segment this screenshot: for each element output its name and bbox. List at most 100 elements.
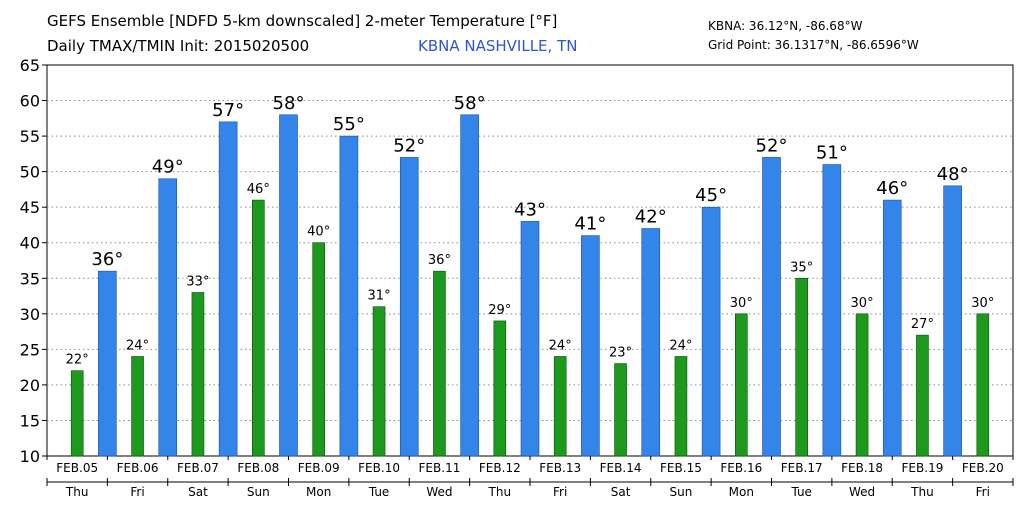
y-tick-label: 45 xyxy=(20,198,40,217)
x-weekday-label: Thu xyxy=(65,485,89,499)
x-weekday-label: Fri xyxy=(130,485,144,499)
x-date-label: FEB.14 xyxy=(600,461,642,475)
x-date-label: FEB.12 xyxy=(479,461,521,475)
tmin-value-label: 24° xyxy=(126,338,149,353)
x-weekday-label: Tue xyxy=(790,485,812,499)
tmin-bar xyxy=(191,292,205,457)
x-date-label: FEB.08 xyxy=(237,461,279,475)
x-date-label: FEB.05 xyxy=(56,461,98,475)
tmin-bar xyxy=(433,270,446,457)
tmax-bar xyxy=(701,206,721,457)
tmin-bar xyxy=(312,242,325,457)
tmin-value-label: 46° xyxy=(247,182,270,197)
tmin-bar xyxy=(553,356,567,457)
tmax-bar xyxy=(520,221,540,457)
tmax-bar xyxy=(98,270,117,457)
tmax-value-label: 52° xyxy=(393,135,425,156)
grid-point-coordinates: Grid Point: 36.1317°N, -86.6596°W xyxy=(708,38,919,52)
tmax-value-label: 55° xyxy=(333,114,365,135)
tmin-value-label: 29° xyxy=(488,303,511,318)
y-tick-label: 20 xyxy=(20,376,40,395)
tmin-value-label: 23° xyxy=(609,346,632,361)
tmax-bar xyxy=(158,178,178,457)
tmin-value-label: 30° xyxy=(851,296,874,311)
tmax-value-label: 43° xyxy=(514,199,546,220)
tmin-bar xyxy=(493,320,507,457)
tmin-bar xyxy=(976,313,990,457)
x-weekday-label: Thu xyxy=(910,485,934,499)
y-tick-label: 10 xyxy=(20,447,40,466)
tmin-value-label: 30° xyxy=(730,296,753,311)
x-weekday-label: Thu xyxy=(488,485,512,499)
tmax-value-label: 42° xyxy=(635,207,667,228)
y-tick-label: 60 xyxy=(20,92,40,111)
station-coordinates: KBNA: 36.12°N, -86.68°W xyxy=(708,19,863,33)
x-weekday-label: Mon xyxy=(729,485,754,499)
tmax-value-label: 52° xyxy=(756,135,788,156)
tmin-value-label: 24° xyxy=(669,338,692,353)
tmax-bar xyxy=(943,185,962,457)
x-weekday-label: Wed xyxy=(426,485,452,499)
tmin-value-label: 35° xyxy=(790,260,813,275)
tmin-value-label: 40° xyxy=(307,225,330,240)
x-date-label: FEB.15 xyxy=(660,461,702,475)
chart-subtitle: Daily TMAX/TMIN Init: 2015020500 xyxy=(47,37,310,55)
tmin-bar xyxy=(674,356,688,457)
tmin-bar xyxy=(252,199,265,457)
tmin-bar xyxy=(916,334,929,457)
tmin-value-label: 27° xyxy=(911,317,934,332)
y-tick-label: 50 xyxy=(20,163,40,182)
chart-title: GEFS Ensemble [NDFD 5-km downscaled] 2-m… xyxy=(47,12,558,30)
x-weekday-label: Sun xyxy=(247,485,270,499)
tmax-bar xyxy=(641,228,661,457)
tmax-value-label: 36° xyxy=(91,249,123,270)
tmin-bar xyxy=(614,363,627,457)
x-weekday-label: Fri xyxy=(976,485,990,499)
x-weekday-label: Sun xyxy=(670,485,693,499)
tmin-bar xyxy=(855,313,869,457)
x-date-label: FEB.10 xyxy=(358,461,400,475)
x-date-label: FEB.13 xyxy=(539,461,581,475)
tmax-bar xyxy=(339,135,359,457)
x-date-label: FEB.20 xyxy=(962,461,1004,475)
y-tick-label: 25 xyxy=(20,340,40,359)
tmax-bar xyxy=(218,121,238,457)
tmin-value-label: 31° xyxy=(368,289,391,304)
tmin-bar xyxy=(735,313,748,457)
tmin-bar xyxy=(131,356,144,457)
x-weekday-label: Fri xyxy=(553,485,567,499)
x-weekday-label: Sat xyxy=(611,485,631,499)
x-date-label: FEB.09 xyxy=(298,461,340,475)
x-date-label: FEB.11 xyxy=(419,461,461,475)
tmin-value-label: 33° xyxy=(186,274,209,289)
y-tick-label: 15 xyxy=(20,411,40,430)
station-name: KBNA NASHVILLE, TN xyxy=(418,37,578,55)
tmax-bar xyxy=(279,114,298,457)
tmax-value-label: 51° xyxy=(816,143,848,164)
tmin-value-label: 24° xyxy=(549,338,572,353)
tmax-bar xyxy=(882,199,902,457)
x-weekday-label: Mon xyxy=(306,485,331,499)
x-date-label: FEB.17 xyxy=(781,461,823,475)
tmax-value-label: 45° xyxy=(695,185,727,206)
tmin-value-label: 36° xyxy=(428,253,451,268)
tmax-value-label: 57° xyxy=(212,100,244,121)
x-date-label: FEB.06 xyxy=(117,461,159,475)
tmax-bar xyxy=(399,157,419,457)
x-date-label: FEB.18 xyxy=(841,461,883,475)
x-weekday-label: Wed xyxy=(849,485,875,499)
x-date-label: FEB.16 xyxy=(720,461,762,475)
x-weekday-label: Sat xyxy=(188,485,208,499)
tmax-bar xyxy=(581,235,600,457)
tmax-bar xyxy=(762,157,781,457)
y-tick-label: 30 xyxy=(20,305,40,324)
x-date-label: FEB.07 xyxy=(177,461,219,475)
x-weekday-label: Tue xyxy=(368,485,390,499)
tmax-value-label: 49° xyxy=(152,157,184,178)
y-tick-label: 65 xyxy=(20,56,40,75)
tmin-bar xyxy=(795,277,808,457)
tmax-value-label: 41° xyxy=(574,214,606,235)
tmax-value-label: 48° xyxy=(937,164,969,185)
tmax-value-label: 58° xyxy=(454,93,486,114)
